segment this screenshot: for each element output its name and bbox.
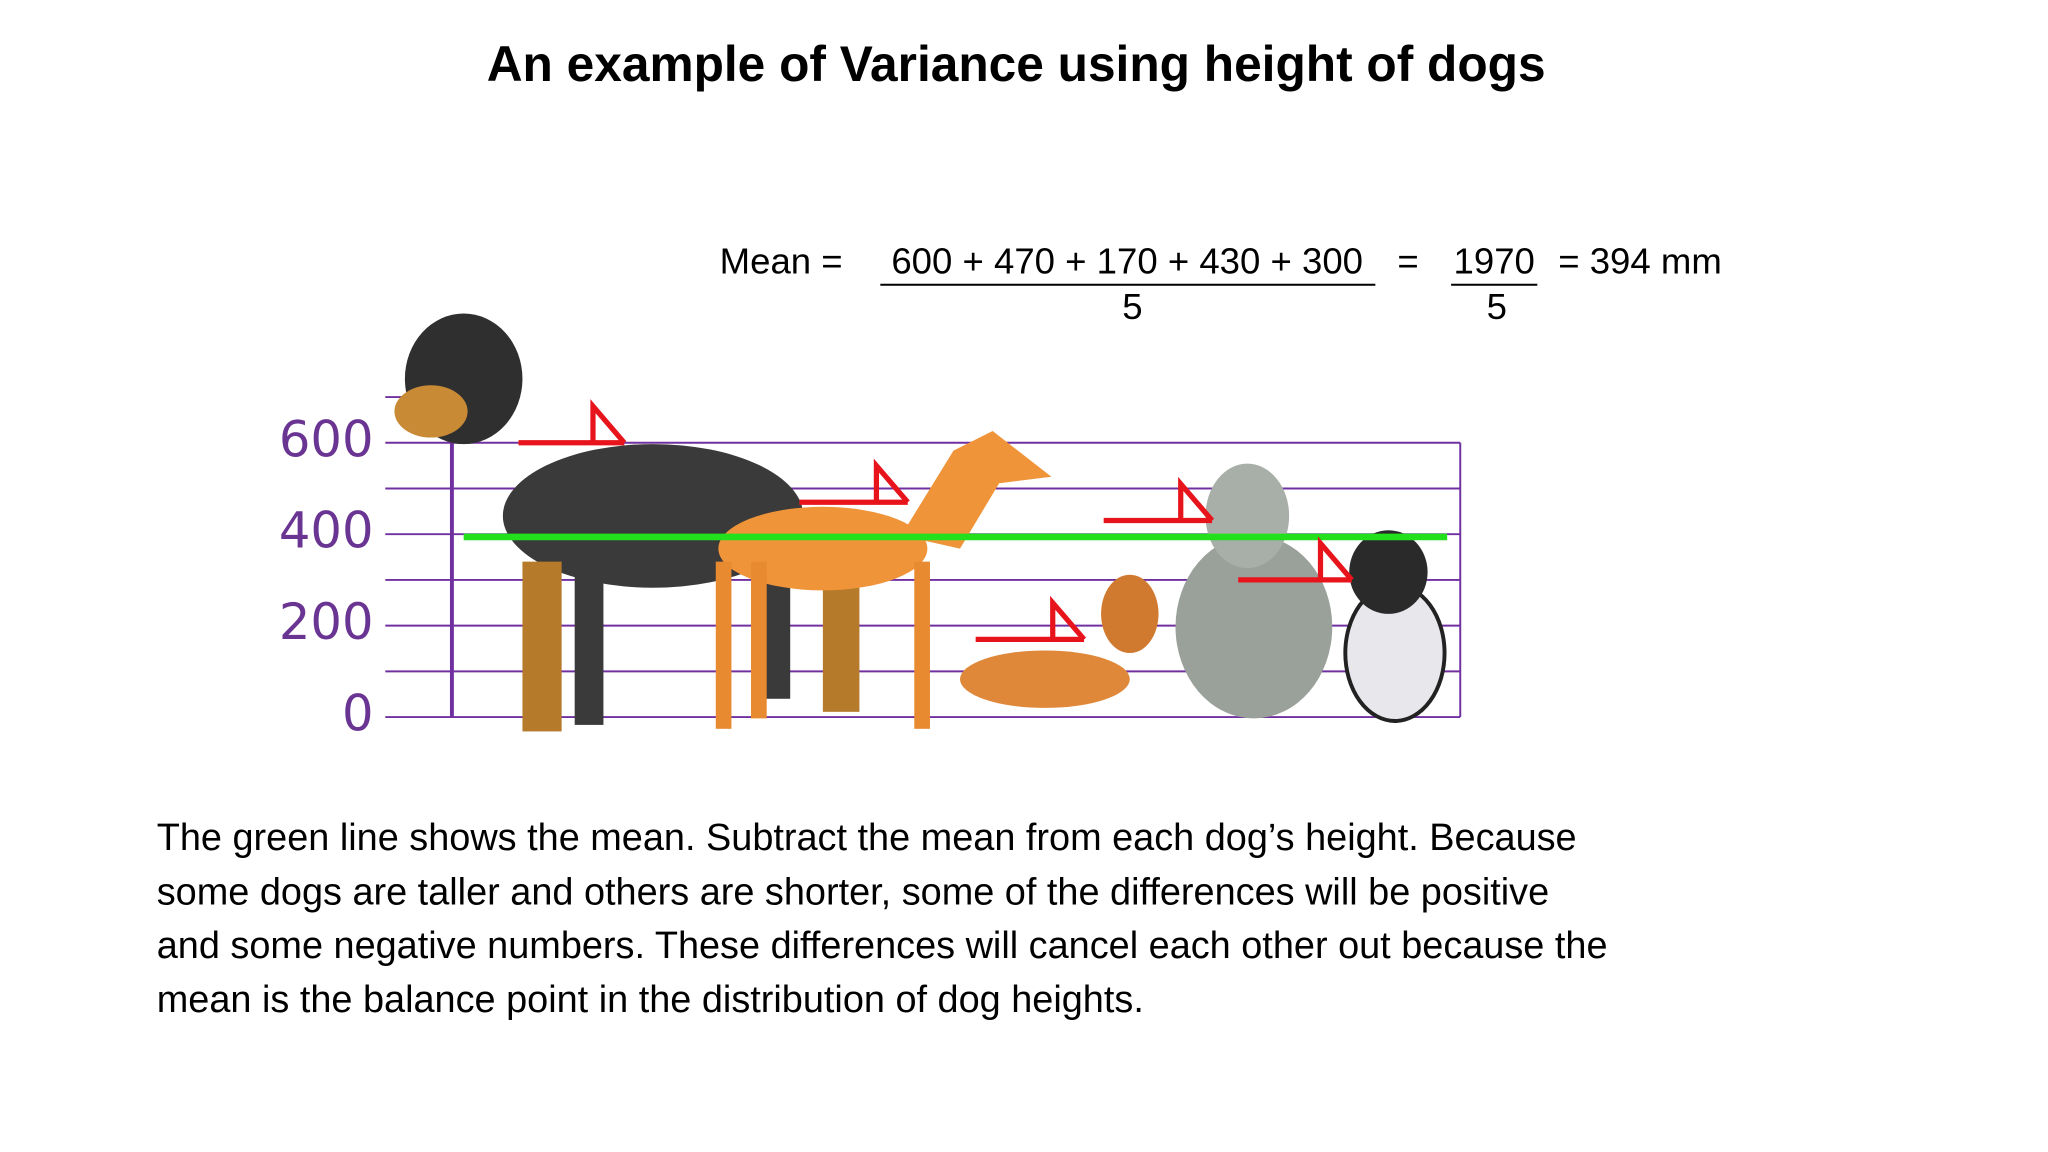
formula-numerator: 600 + 470 + 170 + 430 + 300 <box>891 240 1363 281</box>
marker-flag <box>1050 595 1087 642</box>
body-line: mean is the balance point in the distrib… <box>157 979 1144 1021</box>
y-tick-label: 400 <box>279 502 374 560</box>
dog-leg <box>574 561 604 725</box>
dog-leg <box>715 561 732 729</box>
formula-sum-denominator: 5 <box>1487 286 1507 327</box>
body-line: The green line shows the mean. Subtract … <box>157 817 1577 859</box>
dog-muzzle <box>394 385 468 438</box>
dog-illustrations <box>394 313 1447 732</box>
formula: Mean = 600 + 470 + 170 + 430 + 300 5 = 1… <box>720 240 1722 327</box>
formula-denominator: 5 <box>1122 286 1142 327</box>
dog-head <box>1101 574 1159 654</box>
y-tick-label: 600 <box>279 410 374 468</box>
body-line: and some negative numbers. These differe… <box>157 925 1608 967</box>
body-text: The green line shows the mean. Subtract … <box>157 817 1608 1021</box>
formula-lhs: Mean = <box>720 240 843 281</box>
slide-title: An example of Variance using height of d… <box>487 36 1546 92</box>
marker-flag <box>873 458 910 504</box>
formula-result: = 394 mm <box>1558 240 1722 281</box>
marker-flag <box>1178 476 1215 523</box>
y-tick-label: 0 <box>342 685 374 743</box>
marker-flag <box>590 399 627 445</box>
dog-head <box>1349 530 1428 614</box>
formula-sum: 1970 <box>1454 240 1535 281</box>
dog-leg <box>522 561 562 732</box>
dog-body <box>718 506 928 591</box>
marker-flag <box>1317 536 1354 582</box>
y-tick-label: 200 <box>279 593 374 651</box>
formula-equals: = <box>1397 240 1418 281</box>
dog-head <box>1205 463 1290 569</box>
height-markers <box>463 399 1448 642</box>
body-line: some dogs are taller and others are shor… <box>157 872 1549 914</box>
dog-body <box>960 650 1130 708</box>
dog-leg <box>914 561 930 729</box>
dog-leg <box>751 561 767 719</box>
dog-head <box>901 431 1052 549</box>
